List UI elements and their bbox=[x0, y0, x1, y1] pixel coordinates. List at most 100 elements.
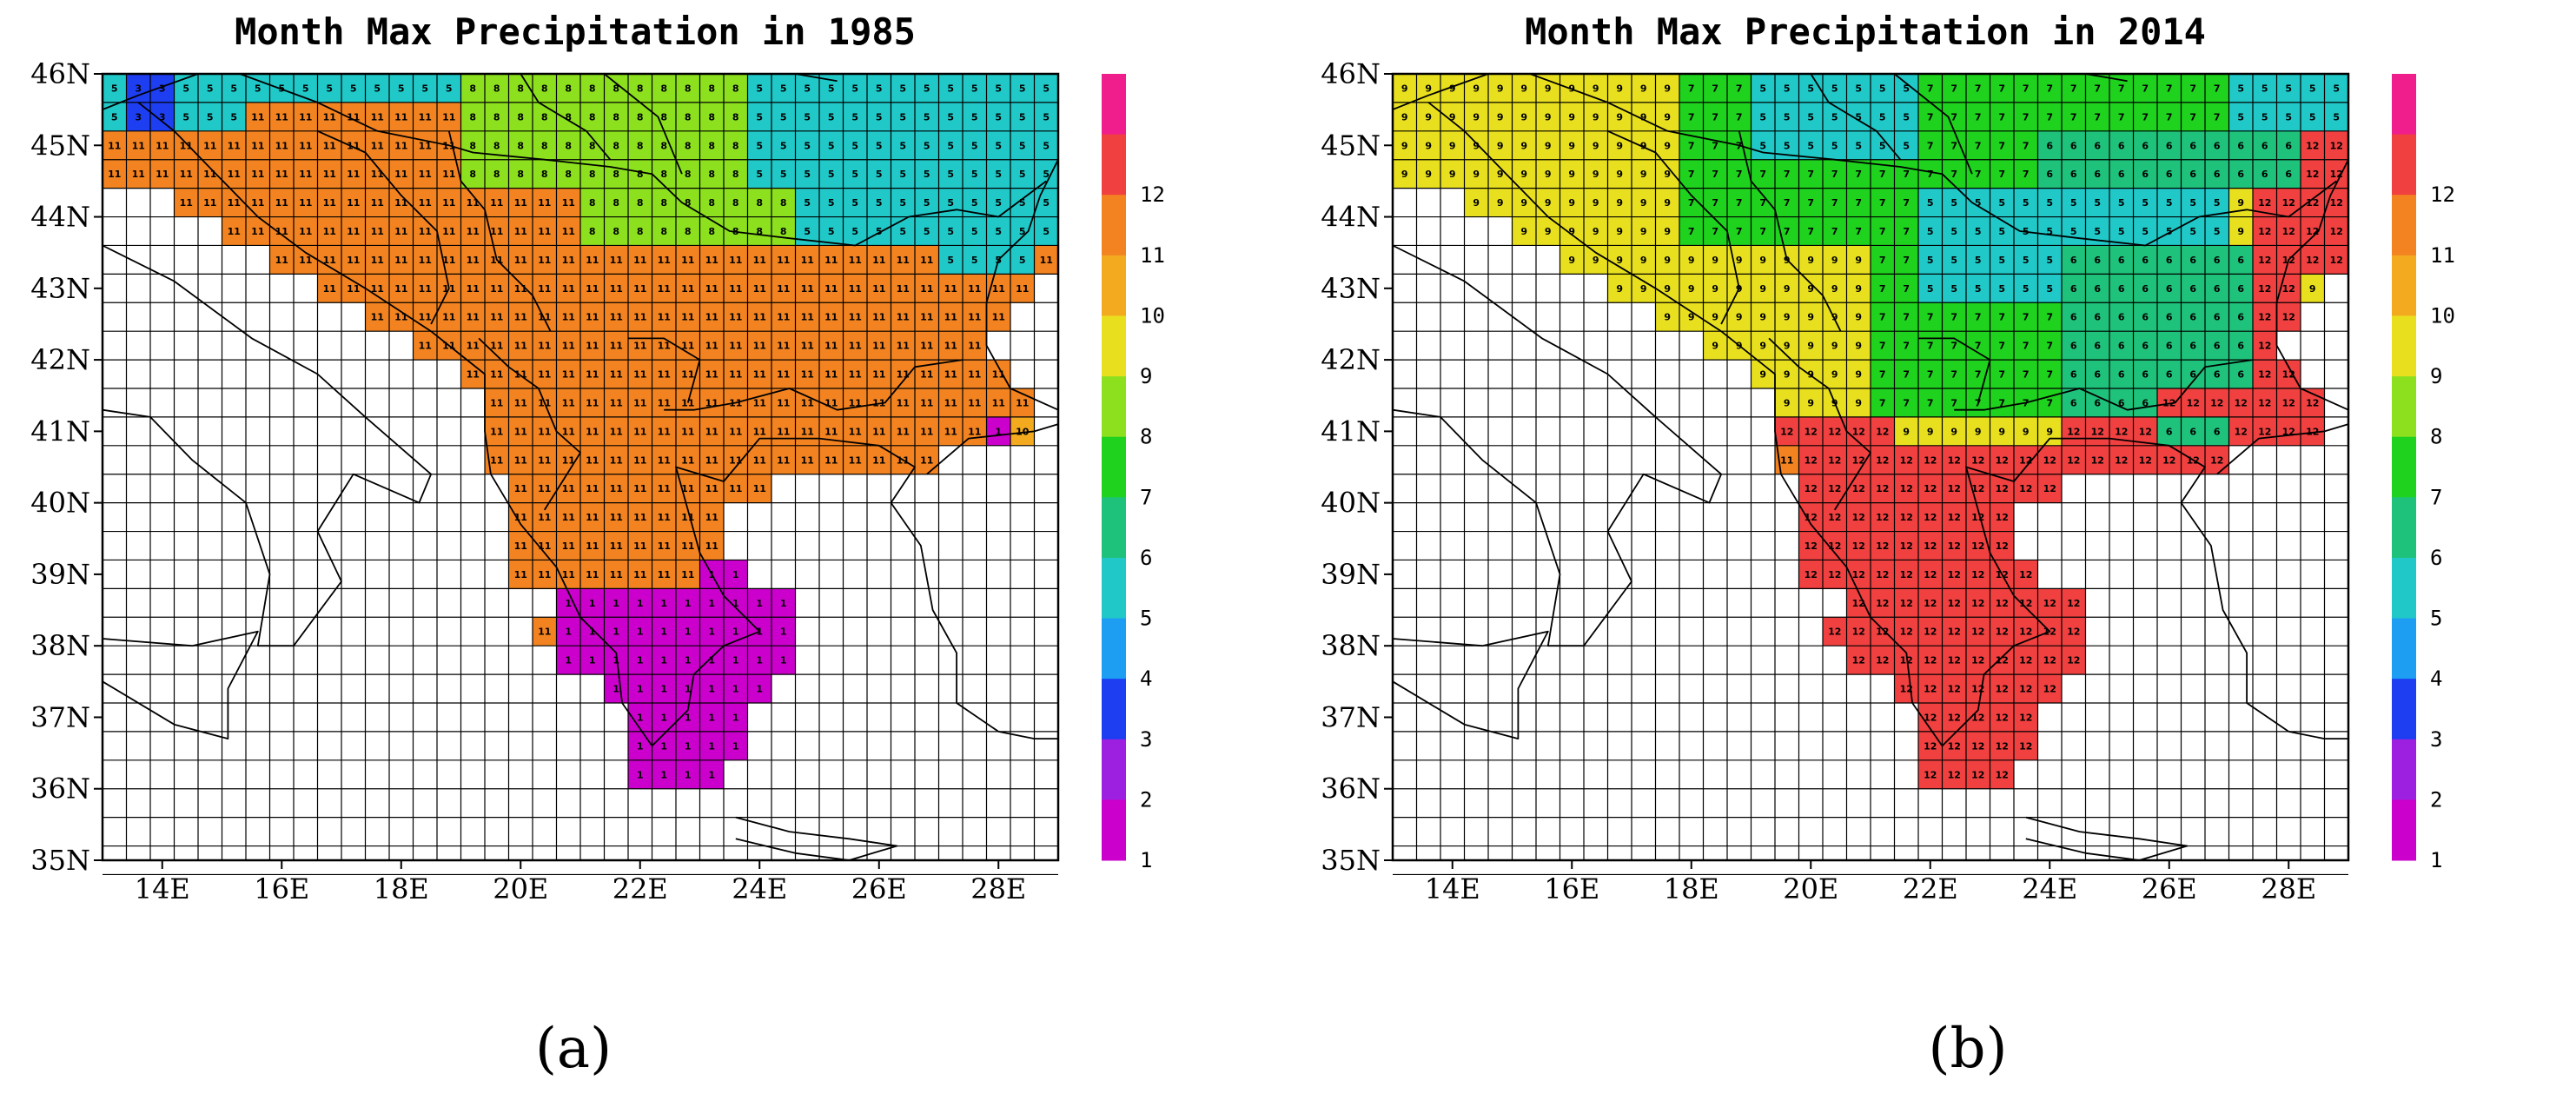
grid-cell bbox=[604, 445, 628, 474]
grid-cell bbox=[604, 74, 628, 103]
grid-cell bbox=[1966, 302, 1990, 332]
cell-month-value: 11 bbox=[633, 569, 646, 580]
cell-month-value: 11 bbox=[586, 341, 599, 352]
cell-month-value: 6 bbox=[2118, 169, 2125, 180]
cell-month-value: 6 bbox=[2142, 312, 2149, 323]
cell-month-value: 1 bbox=[756, 684, 763, 695]
grid-cell bbox=[1393, 74, 1417, 103]
grid-cell bbox=[1464, 188, 1488, 217]
grid-cell bbox=[747, 445, 771, 474]
grid-cell bbox=[508, 102, 533, 131]
grid-cell bbox=[580, 216, 605, 246]
cell-month-value: 12 bbox=[1876, 426, 1889, 437]
grid-cell bbox=[1966, 674, 1990, 703]
grid-cell bbox=[2109, 159, 2134, 189]
cell-month-value: 8 bbox=[732, 169, 739, 180]
cell-month-value: 7 bbox=[2046, 312, 2053, 323]
cell-month-value: 9 bbox=[1568, 111, 1575, 123]
cell-month-value: 11 bbox=[586, 369, 599, 381]
cell-month-value: 11 bbox=[203, 140, 216, 151]
cell-month-value: 1 bbox=[756, 598, 763, 609]
cell-month-value: 11 bbox=[681, 512, 694, 523]
cell-month-value: 12 bbox=[1876, 483, 1889, 494]
grid-cell bbox=[1990, 759, 2014, 789]
cell-month-value: 12 bbox=[1971, 627, 1984, 638]
cell-month-value: 9 bbox=[1545, 83, 1552, 94]
cell-month-value: 7 bbox=[1950, 369, 1957, 381]
cell-month-value: 11 bbox=[251, 169, 264, 180]
grid-cell bbox=[652, 331, 676, 361]
cell-month-value: 11 bbox=[1016, 397, 1029, 408]
grid-cell bbox=[485, 388, 509, 417]
cell-month-value: 12 bbox=[2139, 426, 2152, 437]
cell-month-value: 12 bbox=[1805, 483, 1818, 494]
cell-month-value: 7 bbox=[1759, 169, 1766, 180]
cell-month-value: 6 bbox=[2046, 169, 2053, 180]
cell-month-value: 12 bbox=[1971, 512, 1984, 523]
grid-cell bbox=[1846, 502, 1871, 532]
grid-cell bbox=[1942, 502, 1966, 532]
grid-cell bbox=[1632, 274, 1656, 303]
cell-month-value: 5 bbox=[2214, 197, 2221, 209]
grid-cell bbox=[891, 216, 915, 246]
cell-month-value: 5 bbox=[2237, 83, 2244, 94]
grid-cell bbox=[2205, 302, 2229, 332]
grid-cell bbox=[1846, 617, 1871, 647]
cell-month-value: 5 bbox=[1019, 169, 1026, 180]
grid-cell bbox=[2253, 130, 2277, 160]
grid-cell bbox=[294, 188, 318, 217]
grid-cell bbox=[771, 646, 796, 675]
cell-month-value: 11 bbox=[562, 369, 575, 381]
cell-month-value: 9 bbox=[1736, 255, 1743, 266]
cell-month-value: 12 bbox=[1948, 684, 1961, 695]
grid-cell bbox=[819, 216, 844, 246]
grid-cell bbox=[604, 388, 628, 417]
grid-cell bbox=[365, 216, 389, 246]
grid-cell bbox=[1942, 74, 1966, 103]
grid-cell bbox=[2228, 302, 2253, 332]
cell-month-value: 7 bbox=[1975, 397, 1982, 408]
cell-month-value: 6 bbox=[2237, 255, 2244, 266]
cell-month-value: 11 bbox=[514, 255, 527, 266]
grid-cell bbox=[508, 531, 533, 560]
cell-month-value: 6 bbox=[2094, 369, 2101, 381]
grid-cell bbox=[1632, 102, 1656, 131]
cell-month-value: 12 bbox=[1996, 483, 2009, 494]
grid-cell bbox=[771, 130, 796, 160]
cell-month-value: 11 bbox=[849, 369, 862, 381]
cell-month-value: 11 bbox=[323, 255, 336, 266]
cell-month-value: 1 bbox=[637, 712, 644, 723]
cell-month-value: 12 bbox=[1852, 627, 1865, 638]
cell-month-value: 11 bbox=[538, 483, 551, 494]
cell-month-value: 9 bbox=[1640, 140, 1647, 151]
grid-cell bbox=[1918, 731, 1943, 760]
cell-month-value: 12 bbox=[1828, 512, 1841, 523]
grid-cell bbox=[891, 416, 915, 446]
grid-cell bbox=[1632, 245, 1656, 275]
grid-cell bbox=[1751, 102, 1775, 131]
cell-month-value: 7 bbox=[1879, 283, 1886, 295]
grid-cell bbox=[1775, 274, 1799, 303]
grid-cell bbox=[2157, 102, 2182, 131]
grid-cell bbox=[1703, 159, 1727, 189]
cell-month-value: 9 bbox=[1497, 197, 1504, 209]
cell-month-value: 12 bbox=[1948, 540, 1961, 552]
cell-month-value: 8 bbox=[708, 83, 715, 94]
cell-month-value: 5 bbox=[2214, 226, 2221, 237]
grid-cell bbox=[1440, 74, 1465, 103]
cell-month-value: 6 bbox=[2237, 312, 2244, 323]
grid-cell bbox=[174, 102, 198, 131]
grid-cell bbox=[652, 74, 676, 103]
cell-month-value: 11 bbox=[275, 255, 288, 266]
cell-month-value: 5 bbox=[2046, 226, 2053, 237]
cell-month-value: 11 bbox=[824, 283, 838, 295]
grid-cell bbox=[246, 188, 270, 217]
grid-cell bbox=[1775, 74, 1799, 103]
grid-cell bbox=[2276, 188, 2301, 217]
grid-cell bbox=[1894, 130, 1918, 160]
grid-cell bbox=[1560, 74, 1584, 103]
grid-cell bbox=[1918, 331, 1943, 361]
cell-month-value: 11 bbox=[514, 483, 527, 494]
cell-month-value: 11 bbox=[203, 169, 216, 180]
